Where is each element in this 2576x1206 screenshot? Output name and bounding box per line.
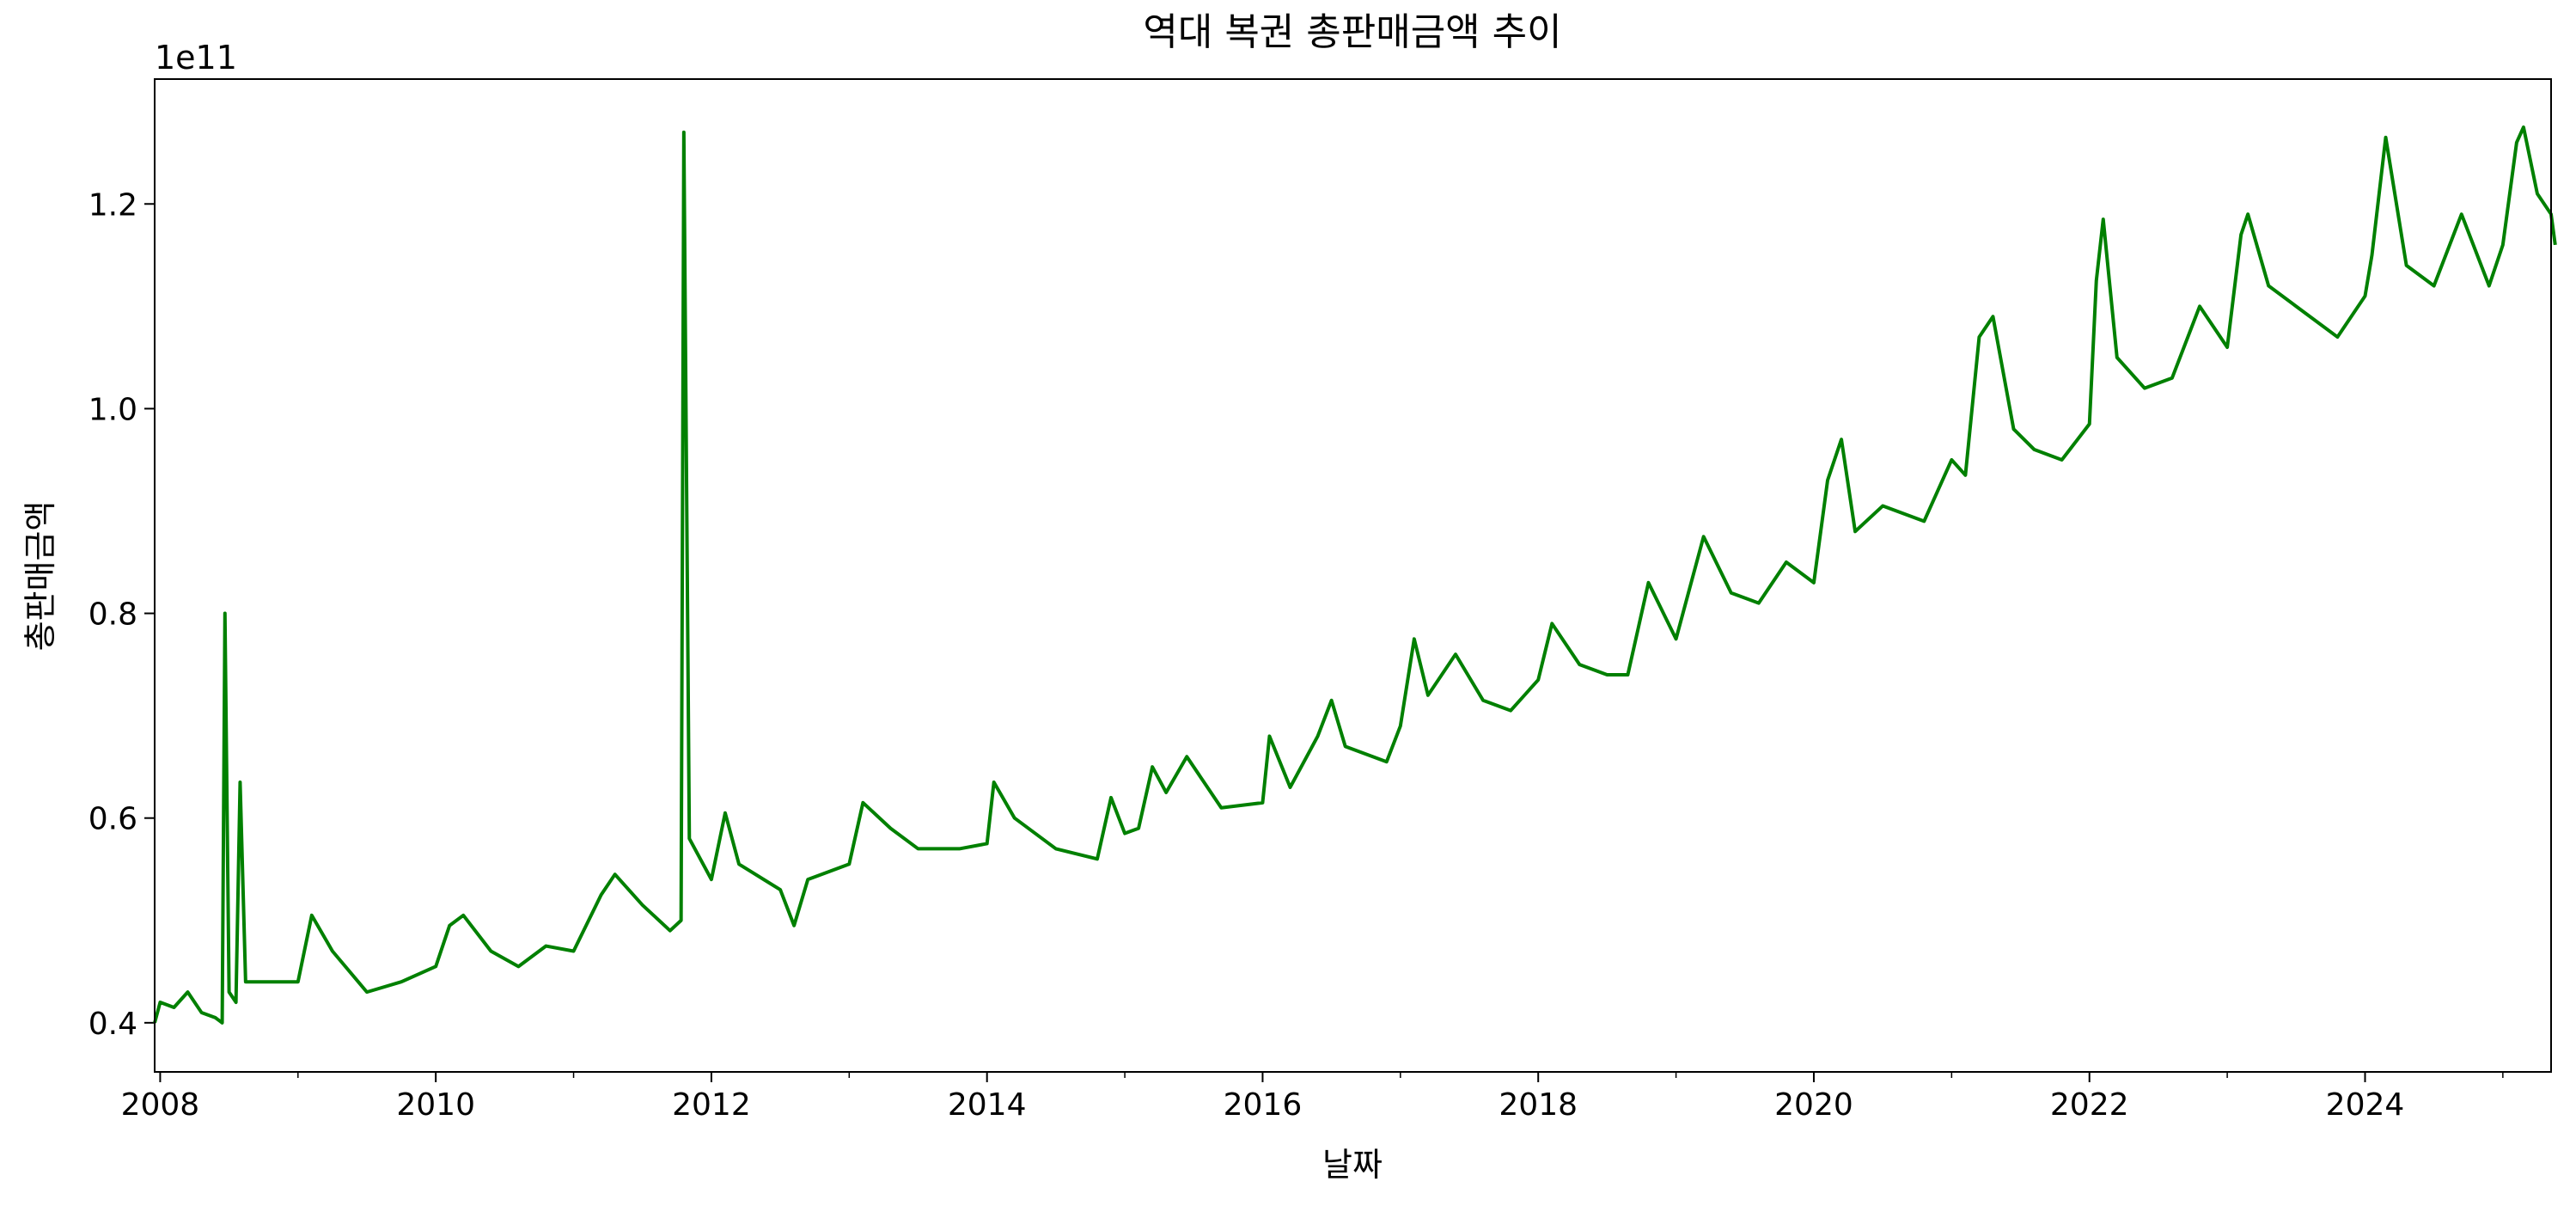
- y-tick-label: 1.0: [89, 392, 137, 427]
- x-tick-label: 2022: [2050, 1087, 2129, 1123]
- y-axis-label: 총판매금액: [21, 501, 59, 652]
- y-tick-label: 1.2: [89, 187, 137, 223]
- x-tick-label: 2018: [1499, 1087, 1578, 1123]
- x-tick-label: 2012: [672, 1087, 751, 1123]
- y-tick-label: 0.6: [89, 802, 137, 837]
- y-tick-label: 0.8: [89, 597, 137, 633]
- x-tick-label: 2016: [1224, 1087, 1303, 1123]
- plot-frame: [154, 78, 2552, 1073]
- y-offset-label: 1e11: [155, 39, 237, 77]
- chart-title: 역대 복권 총판매금액 추이: [1143, 10, 1561, 54]
- y-tick-label: 0.4: [89, 1007, 137, 1042]
- x-tick-label: 2008: [121, 1087, 200, 1123]
- x-tick-label: 2020: [1774, 1087, 1853, 1123]
- x-axis-label: 날짜: [1322, 1146, 1383, 1184]
- data-line: [153, 125, 2557, 1025]
- x-tick-label: 2024: [2326, 1087, 2405, 1123]
- x-tick-label: 2014: [948, 1087, 1027, 1123]
- x-tick-label: 2010: [396, 1087, 475, 1123]
